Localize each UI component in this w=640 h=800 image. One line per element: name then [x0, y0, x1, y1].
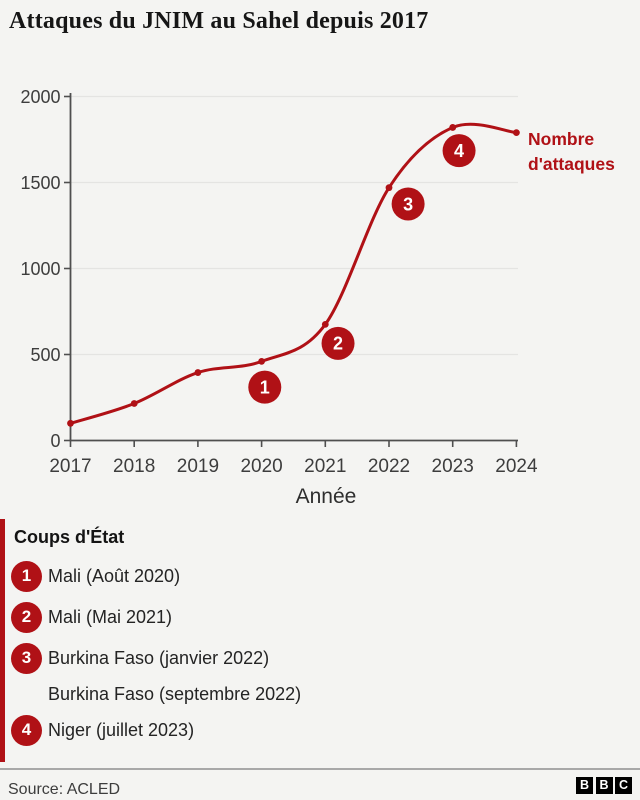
- legend-item-label: Burkina Faso (septembre 2022): [48, 683, 302, 704]
- y-tick-label: 2000: [20, 87, 60, 107]
- series-end-label-line1: Nombre: [528, 129, 594, 149]
- x-tick-label: 2019: [177, 456, 219, 477]
- y-tick-label: 500: [30, 345, 60, 365]
- coup-marker-1: [248, 370, 282, 404]
- data-point: [321, 321, 329, 328]
- x-tick-label: 2023: [432, 456, 474, 477]
- data-point: [449, 124, 457, 131]
- bbc-logo-block-b2: B: [595, 777, 613, 794]
- footer: Source: ACLED B B C: [0, 768, 640, 800]
- data-point: [513, 129, 520, 137]
- coup-marker-number: 4: [454, 141, 464, 161]
- legend-item-mali-2020: 1 Mali (Août 2020): [11, 560, 180, 592]
- legend-item-mali-2021: 2 Mali (Mai 2021): [11, 601, 172, 633]
- data-point: [194, 369, 202, 376]
- x-tick-label: 2022: [368, 456, 410, 477]
- coup-marker-number: 3: [403, 194, 413, 214]
- data-point: [67, 419, 74, 427]
- coup-marker-3: [391, 187, 425, 221]
- source-credit: Source: ACLED: [8, 781, 121, 798]
- coup-marker-number: 2: [333, 334, 343, 354]
- bbc-logo-block-b1: B: [576, 777, 593, 794]
- x-tick-label: 2018: [113, 456, 155, 477]
- legend-heading: Coups d'État: [14, 527, 125, 547]
- coup-marker-number: 1: [260, 377, 270, 397]
- x-tick-label: 2024: [495, 456, 538, 477]
- legend-item-label: Mali (Mai 2021): [48, 606, 173, 627]
- data-point: [385, 184, 393, 192]
- coup-badge-3: 3: [11, 642, 42, 674]
- legend-item-niger-2023: 4 Niger (juillet 2023): [11, 714, 194, 746]
- legend-item-label: Niger (juillet 2023): [48, 719, 195, 740]
- bbc-logo-block-c: C: [615, 777, 632, 794]
- attacks-line: [69, 122, 518, 425]
- data-point: [258, 357, 265, 365]
- coup-badge-1: 1: [11, 560, 42, 592]
- attacks-line-chart: Nombre d'attaques 0 500 1000 1500 2000 2017 20…: [20, 87, 615, 508]
- x-tick-label: 2020: [240, 456, 282, 477]
- legend-accent-bar: [0, 519, 5, 762]
- legend-item-burkina-sep-2022: Burkina Faso (septembre 2022): [11, 678, 301, 710]
- y-tick-label: 1500: [20, 173, 60, 193]
- y-tick-label: 1000: [20, 259, 60, 279]
- bbc-logo: B B C: [576, 777, 632, 794]
- page-title: Attaques du JNIM au Sahel depuis 2017: [9, 8, 429, 34]
- coup-marker-2: [321, 326, 355, 360]
- coup-badge-2: 2: [11, 601, 42, 633]
- coup-marker-4: [442, 134, 476, 168]
- series-end-label-line2: d'attaques: [528, 154, 615, 174]
- legend-item-label: Burkina Faso (janvier 2022): [48, 647, 270, 668]
- legend-item-label: Mali (Août 2020): [48, 565, 181, 586]
- coup-badge-4: 4: [11, 714, 42, 746]
- legend-item-burkina-jan-2022: 3 Burkina Faso (janvier 2022): [11, 642, 269, 674]
- data-point: [130, 400, 138, 407]
- x-tick-label: 2021: [304, 456, 346, 477]
- x-axis-title: Année: [296, 485, 357, 508]
- y-tick-label: 0: [50, 431, 60, 451]
- x-tick-label: 2017: [49, 456, 91, 477]
